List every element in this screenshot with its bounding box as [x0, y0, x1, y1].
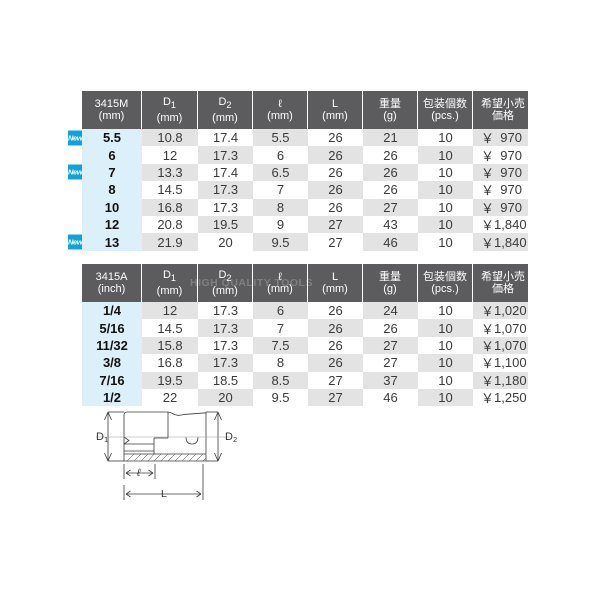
svg-text:ℓ: ℓ: [136, 467, 141, 479]
svg-text:D2: D2: [225, 431, 237, 444]
svg-text:L: L: [161, 488, 167, 500]
svg-text:D1: D1: [96, 431, 108, 444]
